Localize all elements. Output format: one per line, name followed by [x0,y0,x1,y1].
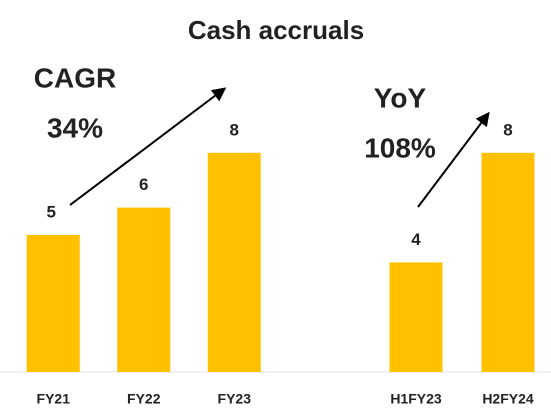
value-label: 8 [230,120,239,139]
chart-title: Cash accruals [188,15,364,45]
value-label: 8 [503,120,512,139]
x-tick-label: FY21 [37,391,71,407]
value-label: 6 [139,175,148,194]
annotation: CAGR [34,62,116,93]
x-tick-label: H1FY23 [390,391,442,407]
arrow [417,111,490,208]
annotation: 108% [364,132,436,163]
arrow [69,87,227,206]
x-tick-label: FY23 [218,391,252,407]
annotation: YoY [374,82,427,113]
annotation: 34% [47,112,103,143]
bar [481,152,535,372]
bar [207,152,261,372]
bar [389,262,443,372]
bar [26,235,80,372]
value-label: 5 [47,202,56,221]
bar [117,207,171,372]
x-tick-label: H2FY24 [482,391,534,407]
x-tick-label: FY22 [127,391,161,407]
value-label: 4 [411,230,421,249]
